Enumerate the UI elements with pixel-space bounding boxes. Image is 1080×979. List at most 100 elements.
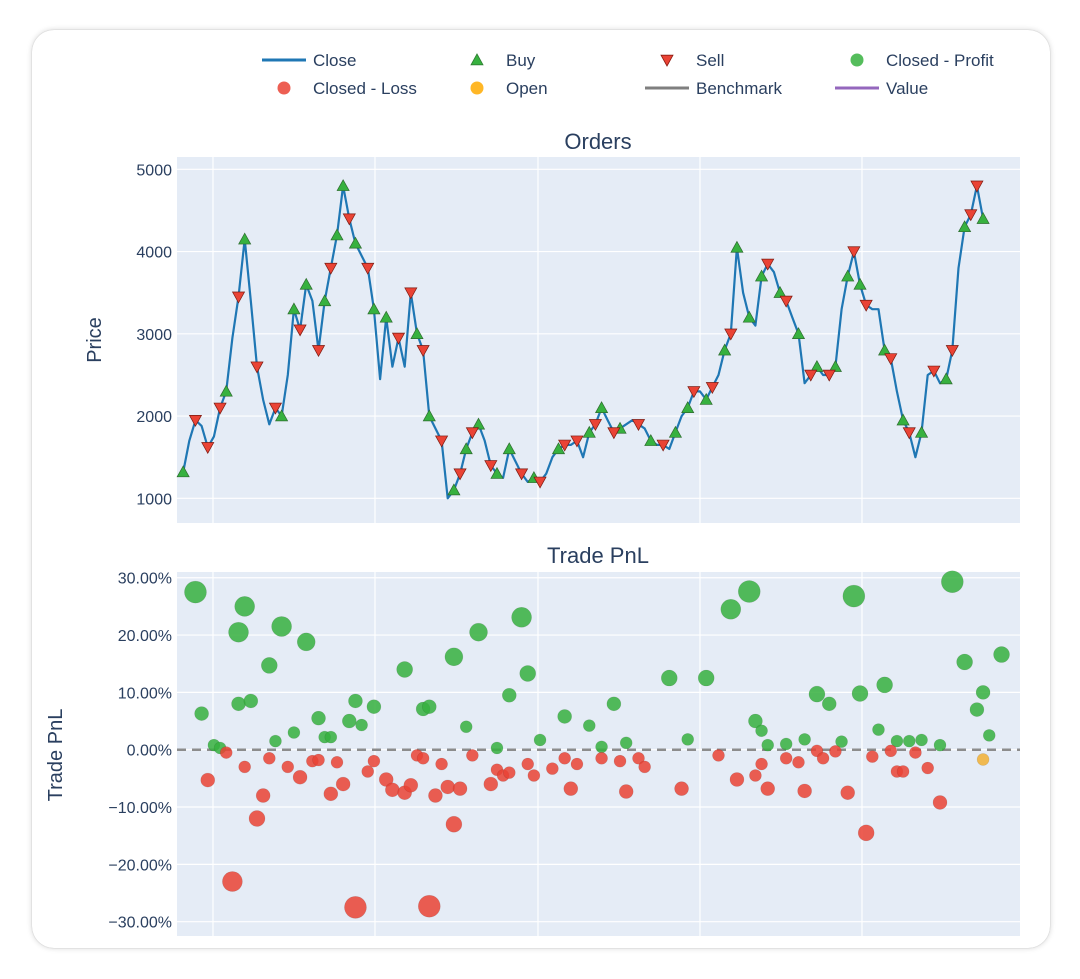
closed-profit-point[interactable] — [511, 606, 532, 628]
buy-marker[interactable] — [330, 228, 344, 241]
closed-profit-point[interactable] — [459, 720, 473, 734]
closed-profit-point[interactable] — [595, 740, 608, 754]
orders-plot[interactable] — [176, 179, 990, 500]
closed-profit-point[interactable] — [341, 713, 357, 729]
sell-marker[interactable] — [970, 180, 984, 193]
buy-marker[interactable] — [699, 392, 713, 405]
buy-marker[interactable] — [410, 327, 424, 339]
pnl-plot[interactable] — [177, 570, 1020, 919]
sell-marker[interactable] — [558, 439, 572, 452]
closed-profit-point[interactable] — [582, 719, 596, 732]
buy-marker[interactable] — [976, 211, 990, 224]
closed-loss-point[interactable] — [816, 751, 830, 765]
sell-marker[interactable] — [804, 369, 818, 382]
closed-loss-point[interactable] — [248, 810, 266, 827]
sell-marker[interactable] — [705, 382, 719, 395]
sell-marker[interactable] — [533, 476, 547, 489]
closed-profit-point[interactable] — [975, 685, 991, 700]
closed-profit-point[interactable] — [619, 736, 633, 750]
sell-marker[interactable] — [588, 419, 603, 432]
closed-profit-point[interactable] — [231, 696, 246, 712]
legend-item-sell[interactable]: Sell — [660, 51, 724, 70]
closed-profit-point[interactable] — [469, 622, 488, 642]
sell-marker[interactable] — [404, 287, 418, 300]
buy-marker[interactable] — [176, 465, 190, 478]
closed-loss-point[interactable] — [618, 784, 634, 799]
buy-marker[interactable] — [502, 442, 516, 455]
closed-profit-point[interactable] — [851, 685, 869, 702]
buy-marker[interactable] — [939, 372, 953, 385]
closed-loss-point[interactable] — [312, 753, 325, 767]
closed-loss-point[interactable] — [527, 769, 541, 782]
buy-marker[interactable] — [791, 327, 806, 339]
buy-marker[interactable] — [754, 269, 769, 282]
closed-profit-point[interactable] — [606, 696, 622, 712]
sell-marker[interactable] — [416, 345, 430, 358]
sell-marker[interactable] — [761, 258, 775, 271]
closed-loss-point[interactable] — [416, 751, 430, 765]
closed-loss-point[interactable] — [570, 757, 584, 771]
closed-loss-point[interactable] — [255, 788, 271, 803]
sell-marker[interactable] — [324, 262, 338, 275]
sell-marker[interactable] — [779, 295, 793, 308]
closed-loss-point[interactable] — [674, 781, 689, 796]
sell-marker[interactable] — [293, 324, 307, 337]
closed-profit-point[interactable] — [557, 709, 572, 724]
sell-marker[interactable] — [434, 435, 449, 448]
sell-marker[interactable] — [945, 345, 959, 358]
buy-marker[interactable] — [773, 285, 787, 298]
closed-profit-point[interactable] — [519, 665, 537, 682]
closed-loss-point[interactable] — [435, 757, 448, 771]
closed-loss-point[interactable] — [546, 762, 559, 775]
legend-item-buy[interactable]: Buy — [470, 51, 536, 70]
closed-profit-point[interactable] — [490, 741, 504, 755]
closed-profit-point[interactable] — [396, 661, 413, 678]
sell-marker[interactable] — [902, 427, 916, 440]
closed-profit-point[interactable] — [355, 718, 368, 732]
closed-loss-point[interactable] — [792, 756, 805, 769]
buy-marker[interactable] — [853, 277, 867, 290]
closed-loss-point[interactable] — [452, 781, 468, 796]
closed-loss-point[interactable] — [595, 751, 608, 765]
closed-profit-point[interactable] — [501, 687, 517, 703]
closed-loss-point[interactable] — [262, 751, 276, 765]
closed-profit-point[interactable] — [941, 570, 964, 594]
closed-loss-point[interactable] — [558, 751, 571, 765]
closed-loss-point[interactable] — [840, 785, 856, 800]
sell-marker[interactable] — [231, 291, 246, 304]
closed-loss-point[interactable] — [613, 754, 627, 768]
sell-marker[interactable] — [964, 209, 978, 222]
sell-marker[interactable] — [453, 468, 467, 481]
closed-profit-point[interactable] — [956, 653, 973, 671]
closed-loss-point[interactable] — [200, 772, 216, 788]
buy-marker[interactable] — [644, 434, 658, 446]
buy-marker[interactable] — [896, 413, 910, 426]
closed-profit-point[interactable] — [421, 699, 437, 715]
sell-marker[interactable] — [631, 419, 646, 432]
buy-marker[interactable] — [318, 294, 332, 307]
buy-marker[interactable] — [471, 417, 486, 430]
closed-loss-point[interactable] — [563, 781, 579, 796]
closed-profit-point[interactable] — [737, 580, 761, 603]
legend-item-benchmark[interactable]: Benchmark — [645, 79, 782, 98]
closed-profit-point[interactable] — [902, 734, 916, 748]
closed-loss-point[interactable] — [755, 757, 768, 771]
closed-loss-point[interactable] — [483, 776, 499, 792]
closed-profit-point[interactable] — [348, 693, 363, 709]
buy-marker[interactable] — [287, 302, 301, 315]
buy-marker[interactable] — [668, 425, 683, 438]
closed-loss-point[interactable] — [932, 795, 948, 810]
closed-profit-point[interactable] — [761, 738, 775, 752]
closed-loss-point[interactable] — [367, 754, 381, 768]
closed-loss-point[interactable] — [632, 751, 645, 765]
closed-profit-point[interactable] — [366, 699, 382, 715]
sell-marker[interactable] — [607, 427, 621, 440]
closed-profit-point[interactable] — [798, 733, 811, 746]
closed-profit-point[interactable] — [915, 733, 928, 747]
closed-loss-point[interactable] — [857, 824, 875, 842]
closed-profit-point[interactable] — [872, 723, 885, 736]
sell-marker[interactable] — [570, 435, 584, 448]
closed-loss-point[interactable] — [896, 765, 910, 778]
sell-marker[interactable] — [213, 402, 227, 415]
buy-marker[interactable] — [238, 232, 252, 245]
